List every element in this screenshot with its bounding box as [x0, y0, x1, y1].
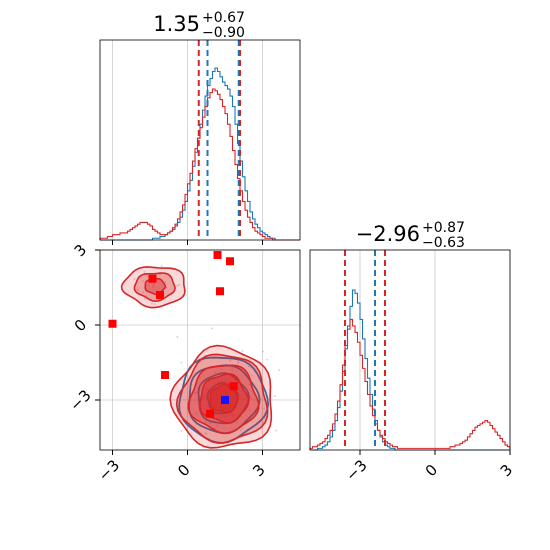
- joint-x-tick-label: 0: [174, 461, 193, 480]
- x-marginal-hist-red: [99, 88, 300, 241]
- x-marginal-frame: [99, 39, 301, 241]
- density-point: [152, 284, 155, 287]
- density-point: [180, 361, 183, 364]
- density-point: [142, 291, 145, 294]
- density-point: [240, 415, 243, 418]
- density-point: [195, 412, 198, 415]
- density-point: [180, 429, 183, 432]
- density-point: [247, 365, 250, 368]
- x-title-value: 1.35: [153, 12, 200, 36]
- density-point: [262, 350, 264, 353]
- x-title-sub: −0.90: [202, 25, 245, 41]
- density-point: [266, 358, 269, 361]
- density-point: [273, 395, 276, 398]
- density-point: [160, 265, 163, 267]
- scatter-marker: [226, 257, 234, 266]
- density-point: [176, 284, 179, 287]
- density-point: [142, 280, 145, 283]
- density-point: [194, 391, 196, 394]
- scatter-marker: [161, 371, 169, 379]
- density-point: [229, 359, 232, 362]
- y-marginal-frame: [309, 249, 511, 451]
- y-title-sub: −0.63: [422, 235, 465, 251]
- scatter-marker: [213, 251, 222, 259]
- density-point: [150, 302, 153, 305]
- density-point: [164, 281, 167, 283]
- red-contour: [120, 266, 186, 309]
- y-marginal-background: [310, 250, 510, 450]
- density-point: [178, 283, 181, 286]
- x-marginal-title: 1.35: [153, 12, 200, 36]
- density-point: [216, 424, 219, 427]
- density-point: [274, 429, 277, 432]
- joint-y-tick-label: 0: [71, 316, 90, 335]
- joint-panel: −3 0 3 −3 0 3: [66, 241, 301, 485]
- density-point: [165, 286, 168, 289]
- joint-x-tick-label: 3: [249, 461, 268, 480]
- density-point: [205, 432, 208, 435]
- scatter-marker: [206, 409, 214, 418]
- density-point: [248, 358, 251, 361]
- density-point: [241, 350, 244, 352]
- joint-x-tick-label: −3: [95, 456, 123, 484]
- density-point: [136, 289, 139, 291]
- density-point: [159, 273, 161, 276]
- x-marginal-background: [100, 40, 300, 240]
- scatter-marker: [148, 274, 157, 283]
- blue-contour: [178, 356, 269, 444]
- y-marginal-tick-label: 3: [497, 461, 516, 480]
- joint-y-tick-label: 3: [71, 241, 90, 260]
- density-point: [278, 369, 281, 372]
- density-point: [153, 303, 156, 305]
- scatter-marker: [108, 319, 117, 328]
- density-point: [248, 383, 251, 386]
- density-point: [231, 369, 234, 371]
- y-marginal-panel: −3 0 3: [309, 249, 516, 485]
- red-contour: [133, 272, 176, 302]
- scatter-marker: [156, 291, 164, 299]
- density-point: [235, 370, 238, 372]
- density-point: [211, 327, 213, 330]
- density-point: [133, 278, 136, 280]
- scatter-marker: [216, 287, 224, 296]
- density-point: [176, 335, 179, 338]
- x-title-sup: +0.67: [202, 10, 245, 26]
- density-point: [237, 361, 240, 363]
- density-point: [239, 429, 242, 432]
- density-point: [143, 298, 146, 300]
- density-point: [236, 421, 239, 424]
- density-point: [263, 407, 265, 410]
- x-marginal-panel: [99, 39, 301, 245]
- y-title-value: −2.96: [356, 222, 420, 246]
- density-point: [251, 374, 253, 377]
- y-marginal-hist-red: [309, 318, 511, 450]
- y-marginal-title: −2.96: [356, 222, 420, 246]
- density-point: [250, 397, 253, 400]
- density-point: [214, 371, 217, 374]
- density-point: [209, 422, 211, 425]
- density-point: [220, 368, 223, 371]
- joint-frame: [99, 249, 301, 451]
- density-point: [143, 271, 146, 273]
- density-point: [248, 409, 251, 411]
- y-title-sup: +0.87: [422, 220, 465, 236]
- y-marginal-tick-label: 0: [422, 461, 441, 480]
- scatter-marker: [229, 382, 238, 391]
- y-marginal-tick-label: −3: [342, 456, 370, 484]
- density-point: [241, 427, 244, 430]
- joint-y-tick-label: −3: [66, 386, 94, 414]
- truth-marker: [221, 396, 229, 404]
- density-point: [152, 282, 155, 285]
